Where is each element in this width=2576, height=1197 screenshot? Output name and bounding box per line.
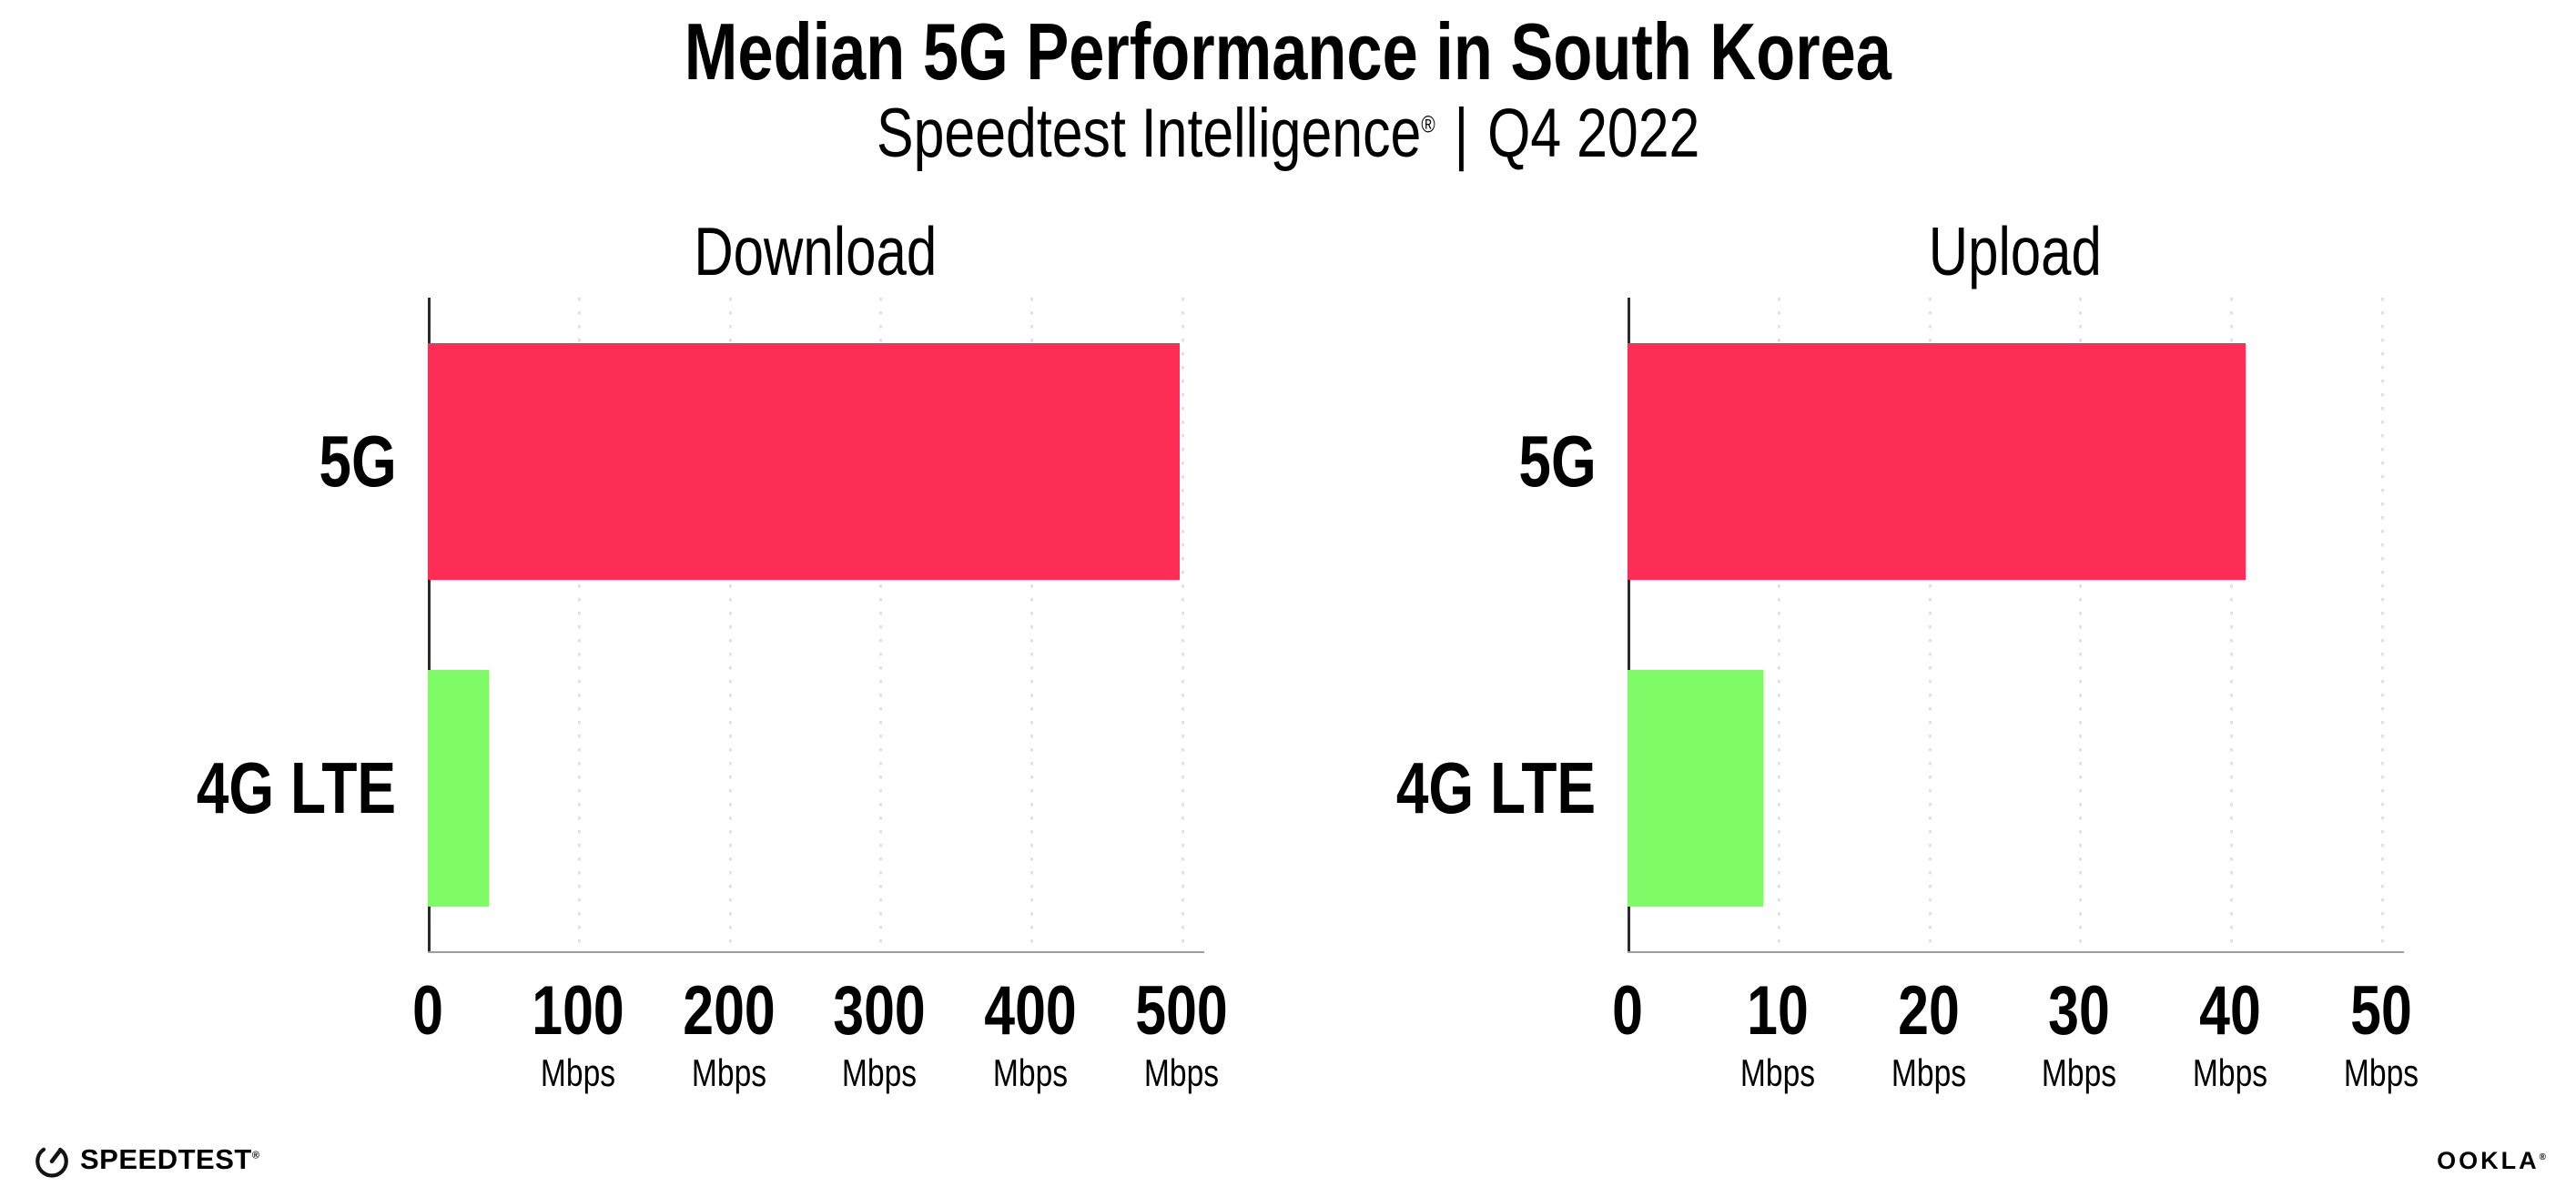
ookla-logo-text: OOKLA® — [2437, 1147, 2549, 1174]
speedtest-logo-text: SPEEDTEST® — [80, 1143, 260, 1175]
subtitle-brand: Speedtest Intelligence — [876, 95, 1422, 173]
gridline-30-mbps — [2079, 298, 2083, 952]
gridline-500-mbps — [1181, 298, 1184, 952]
tick-label-0: 0 — [1607, 972, 1646, 1050]
page-subtitle-text: Speedtest Intelligence® | Q4 2022 — [877, 96, 1699, 172]
tick-label-50: 50 Mbps — [2334, 972, 2428, 1094]
upload-chart-title: Upload — [1928, 212, 2103, 289]
upload-chart-body: 5G 4G LTE — [1373, 298, 2404, 954]
gridline-20-mbps — [1928, 298, 1932, 952]
category-label-5g: 5G — [319, 420, 397, 502]
category-label-5g: 5G — [1518, 420, 1597, 502]
ookla-logo: OOKLA® — [2437, 1147, 2549, 1175]
tick-label-300: 300 Mbps — [822, 972, 938, 1094]
x-axis-line — [1627, 951, 2404, 954]
tick-value: 300 — [833, 972, 927, 1050]
download-chart-title: Download — [694, 212, 938, 289]
page-title-text: Median 5G Performance in South Korea — [684, 6, 1892, 96]
gridline-300-mbps — [879, 298, 883, 952]
download-plot-area — [427, 298, 1204, 954]
tick-label-500: 500 Mbps — [1123, 972, 1239, 1094]
tick-value: 10 — [1747, 972, 1809, 1050]
tick-unit: Mbps — [992, 1050, 1069, 1094]
tick-unit: Mbps — [2042, 1050, 2117, 1094]
download-chart-panel: Download 5G 4G LTE 0 100 Mbps 200 Mbps 300 Mbps… — [173, 212, 1228, 1116]
tick-value: 500 — [1134, 972, 1228, 1050]
charts-row: Download 5G 4G LTE 0 100 Mbps 200 Mbps 300 Mbps… — [0, 214, 2576, 1116]
gridline-400-mbps — [1030, 298, 1034, 952]
category-label-4g-lte: 4G LTE — [197, 746, 397, 828]
upload-plot-area — [1627, 298, 2404, 954]
tick-unit: Mbps — [1740, 1050, 1816, 1094]
tick-value: 100 — [532, 972, 624, 1050]
subtitle-period: Q4 2022 — [1486, 95, 1700, 173]
bar-4g-lte-upload — [1627, 669, 1763, 907]
download-chart-body: 5G 4G LTE — [173, 298, 1204, 954]
bar-5g-upload — [1627, 342, 2246, 580]
tick-value: 50 — [2349, 972, 2412, 1050]
tick-unit: Mbps — [691, 1050, 766, 1094]
gridline-50-mbps — [2380, 298, 2384, 952]
tick-value: 20 — [1897, 972, 1960, 1050]
tick-value: 200 — [683, 972, 776, 1050]
tick-label-200: 200 Mbps — [671, 972, 786, 1094]
tick-label-20: 20 Mbps — [1881, 972, 1975, 1094]
page-subtitle: Speedtest Intelligence® | Q4 2022 — [0, 96, 2576, 172]
category-row-4g-lte: 4G LTE — [1373, 624, 1628, 951]
tick-value: 30 — [2048, 972, 2111, 1050]
tick-value: 0 — [1611, 972, 1643, 1050]
category-row-5g: 5G — [1373, 298, 1628, 624]
gridline-10-mbps — [1778, 298, 1781, 952]
upload-category-labels: 5G 4G LTE — [1373, 298, 1628, 951]
tick-unit: Mbps — [541, 1050, 616, 1094]
page-title: Median 5G Performance in South Korea — [0, 6, 2576, 96]
tick-value: 400 — [984, 972, 1077, 1050]
tick-unit: Mbps — [2343, 1050, 2419, 1094]
y-axis-line — [427, 298, 431, 952]
header: Median 5G Performance in South Korea Spe… — [0, 0, 2576, 172]
x-axis-line — [427, 951, 1204, 954]
tick-unit: Mbps — [2192, 1050, 2268, 1094]
tick-label-0: 0 — [408, 972, 446, 1050]
speedtest-gauge-icon — [35, 1144, 68, 1178]
tick-label-100: 100 Mbps — [521, 972, 636, 1094]
bar-4g-lte-download — [427, 669, 490, 907]
registered-trademark-icon: ® — [1421, 110, 1435, 138]
tick-label-10: 10 Mbps — [1731, 972, 1825, 1094]
category-row-4g-lte: 4G LTE — [173, 624, 428, 951]
gridline-100-mbps — [578, 298, 582, 952]
tick-label-400: 400 Mbps — [973, 972, 1089, 1094]
speedtest-trademark-icon: ® — [251, 1150, 260, 1161]
bar-5g-download — [427, 342, 1180, 580]
download-category-labels: 5G 4G LTE — [173, 298, 428, 951]
category-row-5g: 5G — [173, 298, 428, 624]
speedtest-logo: SPEEDTEST® — [33, 1141, 259, 1179]
download-x-axis-ticks: 0 100 Mbps 200 Mbps 300 Mbps 400 Mbps 500 Mbps — [412, 972, 1228, 1115]
tick-unit: Mbps — [842, 1050, 918, 1094]
upload-x-axis-ticks: 0 10 Mbps 20 Mbps 30 Mbps 40 Mbps 50 Mbps — [1612, 972, 2419, 1115]
tick-value: 0 — [411, 972, 443, 1050]
y-axis-line — [1627, 298, 1630, 952]
tick-label-40: 40 Mbps — [2184, 972, 2277, 1094]
ookla-trademark-icon: ® — [2539, 1152, 2549, 1162]
tick-label-30: 30 Mbps — [2033, 972, 2126, 1094]
category-label-4g-lte: 4G LTE — [1396, 746, 1597, 828]
subtitle-separator: | — [1454, 95, 1469, 173]
tick-value: 40 — [2199, 972, 2261, 1050]
gridline-40-mbps — [2230, 298, 2234, 952]
gridline-200-mbps — [728, 298, 732, 952]
tick-unit: Mbps — [1143, 1050, 1219, 1094]
upload-chart-panel: Upload 5G 4G LTE 0 10 Mbps 20 Mbps 30 Mbps 40 Mbp… — [1373, 212, 2419, 1116]
tick-unit: Mbps — [1891, 1050, 1966, 1094]
